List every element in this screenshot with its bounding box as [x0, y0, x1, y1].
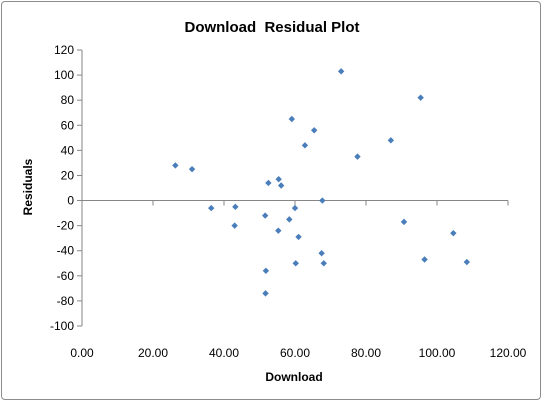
data-point	[277, 182, 285, 189]
x-tick-label: 40.00	[209, 346, 239, 360]
x-tick-label: 80.00	[351, 346, 381, 360]
data-point	[208, 204, 215, 212]
data-point	[188, 165, 196, 173]
data-point	[262, 267, 270, 274]
y-tick-label: 100	[54, 68, 74, 82]
y-tick-label: 40	[61, 143, 75, 157]
data-point	[231, 222, 238, 229]
data-point	[275, 227, 282, 234]
data-point	[310, 127, 318, 134]
y-tick-label: 80	[61, 93, 75, 107]
x-tick-label: 120.00	[490, 346, 527, 360]
y-tick-label: -20	[57, 219, 75, 233]
data-point	[450, 229, 457, 237]
data-point	[320, 260, 327, 267]
x-tick-label: 100.00	[419, 346, 456, 360]
data-point	[417, 94, 424, 101]
y-tick-label: -40	[57, 244, 75, 258]
x-tick-label: 0.00	[70, 346, 94, 360]
data-point	[301, 142, 309, 149]
y-tick-label: -60	[57, 269, 75, 283]
data-point	[288, 115, 296, 123]
tick-labels: 120 100 80 60 40 20 0 -20 -40 -60 -80 -100 0.00 20.00…	[50, 43, 527, 360]
data-point	[354, 153, 361, 160]
data-point	[318, 250, 325, 257]
data-point	[286, 216, 293, 223]
y-tick-label: 60	[61, 118, 75, 132]
data-point	[292, 260, 299, 267]
data-point	[232, 203, 239, 211]
y-tick-label: -80	[57, 294, 75, 308]
axes	[77, 49, 509, 327]
data-point	[337, 68, 345, 75]
data-point	[421, 256, 428, 263]
x-tick-label: 20.00	[138, 346, 168, 360]
data-point	[275, 176, 282, 183]
x-tick-label: 60.00	[280, 346, 310, 360]
data-point	[387, 137, 395, 144]
data-point	[319, 197, 326, 204]
data-point	[172, 162, 179, 169]
data-point	[261, 212, 269, 219]
y-tick-label: 120	[54, 43, 74, 57]
data-point	[262, 290, 269, 297]
y-axis-title: Residuals	[21, 158, 35, 215]
data-point	[265, 179, 272, 187]
y-tick-label: -100	[50, 319, 74, 333]
data-point	[463, 258, 471, 266]
data-point	[295, 233, 302, 241]
data-points	[172, 68, 471, 297]
x-axis-title: Download	[265, 370, 322, 384]
data-point	[291, 204, 299, 212]
data-point	[400, 218, 408, 226]
y-tick-label: 0	[67, 194, 74, 208]
chart-title: Download Residual Plot	[184, 19, 359, 36]
y-tick-label: 20	[61, 168, 75, 182]
